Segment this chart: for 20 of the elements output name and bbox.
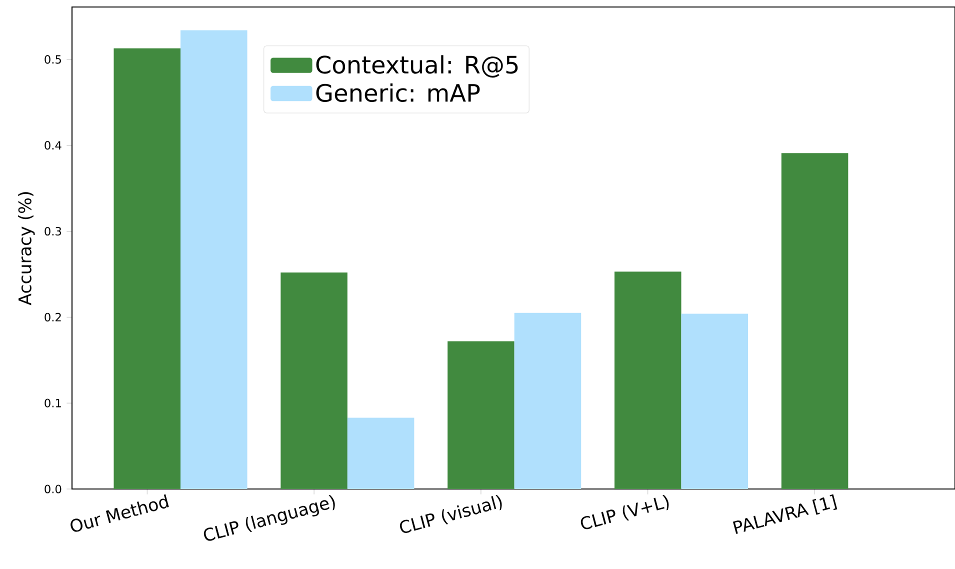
bar bbox=[781, 153, 848, 490]
y-tick-label: 0.5 bbox=[44, 55, 61, 64]
bar bbox=[114, 48, 181, 490]
y-tick-label: 0.4 bbox=[44, 141, 62, 150]
bar bbox=[280, 272, 348, 490]
legend-label: Generic: mAP bbox=[316, 83, 480, 102]
bar bbox=[681, 314, 748, 490]
bar bbox=[180, 30, 248, 490]
y-tick-label: 0.3 bbox=[44, 226, 62, 236]
x-tick-label: CLIP (V+L) bbox=[580, 494, 669, 530]
y-tick-label: 0.0 bbox=[44, 484, 62, 494]
bar bbox=[614, 272, 682, 490]
legend-label: Contextual: R@5 bbox=[316, 55, 518, 78]
y-tick-label: 0.2 bbox=[44, 312, 61, 322]
x-tick-label: Our Method bbox=[70, 494, 169, 532]
y-axis-title: Accuracy (%) bbox=[18, 192, 35, 306]
bar bbox=[347, 418, 414, 490]
y-tick-label: 0.1 bbox=[44, 398, 61, 408]
bar bbox=[514, 312, 582, 490]
bar bbox=[448, 341, 514, 490]
